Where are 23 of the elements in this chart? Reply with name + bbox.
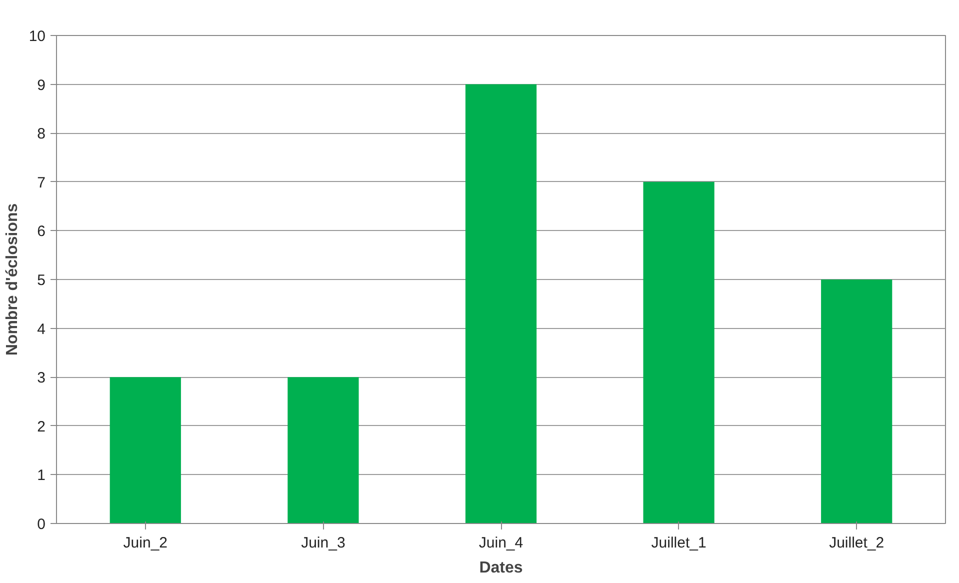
x-tick-label: Juin_2 [123,534,168,552]
y-tick-label: 9 [37,76,46,94]
y-axis-title: Nombre d'éclosions [4,203,21,356]
y-tick-label: 2 [37,418,46,436]
y-tick-label: 0 [37,516,46,533]
y-tick-label: 10 [28,28,46,45]
y-tick-label: 6 [37,223,46,240]
bar [643,182,714,524]
x-tick-label: Juin_3 [301,534,346,552]
x-tick-label: Juillet_2 [829,534,884,552]
y-tick-label: 5 [37,272,46,289]
y-tick-label: 7 [37,174,46,192]
y-tick-label: 1 [37,467,46,484]
y-tick-label: 4 [37,320,46,338]
x-tick-label: Juillet_1 [651,534,706,552]
bar [110,377,181,524]
bar [821,280,892,524]
y-tick-label: 8 [37,126,46,143]
y-tick-label: 3 [37,370,46,387]
bar [465,84,537,524]
x-tick-label: Juin_4 [478,534,524,552]
x-axis-title: Dates [479,560,523,576]
bar [288,377,359,524]
